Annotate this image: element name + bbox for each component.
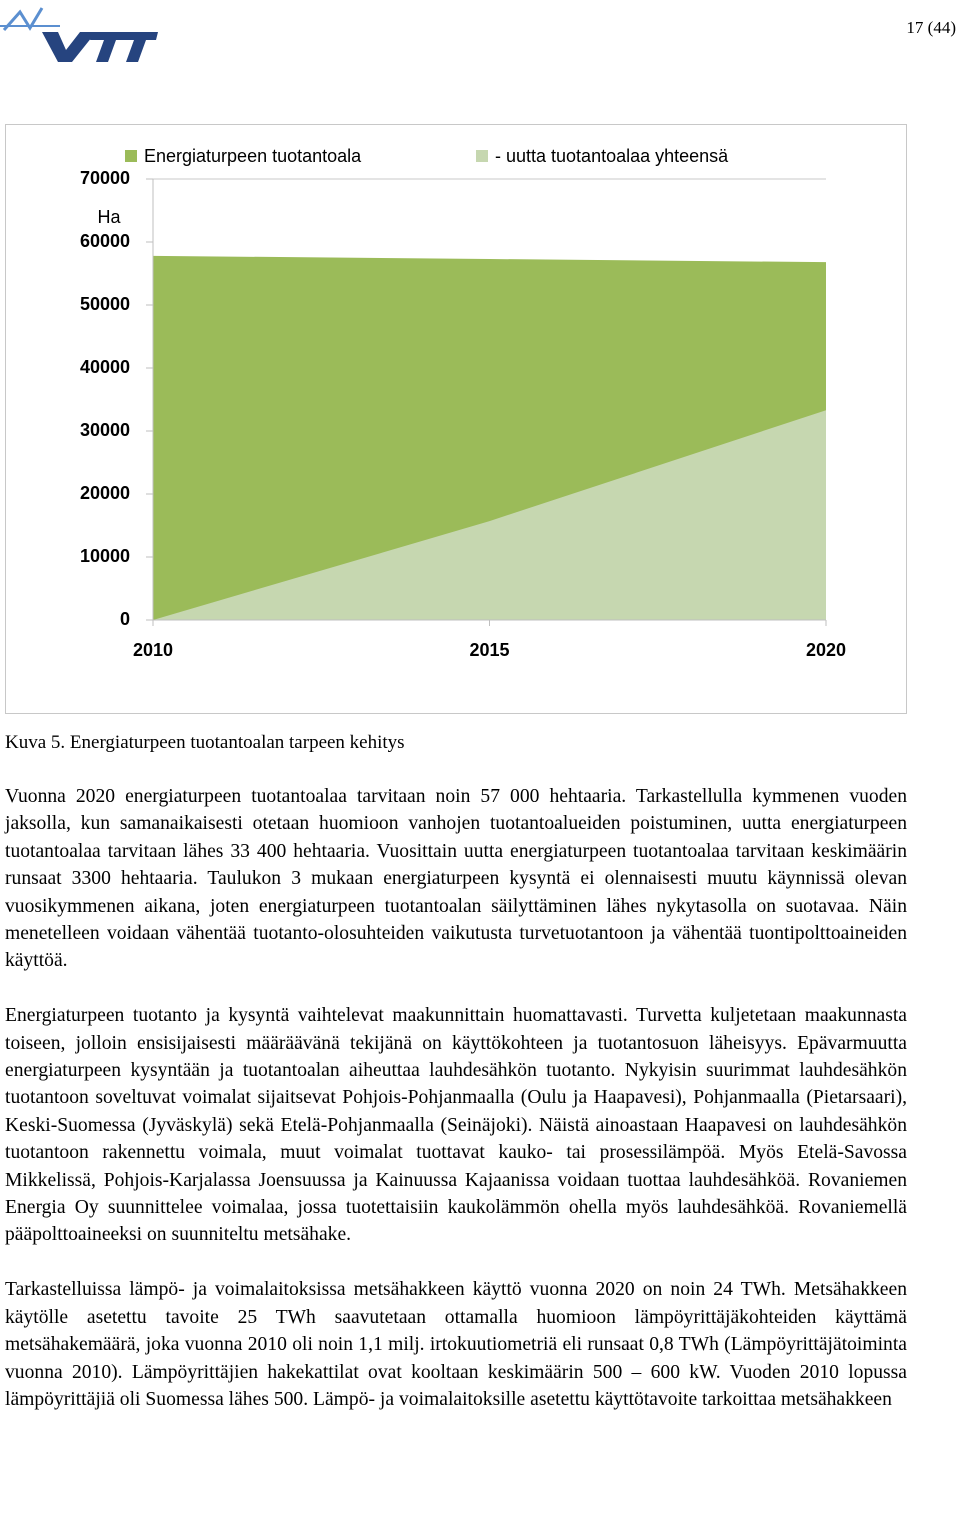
page-number: 17 (44)	[906, 18, 956, 37]
y-tick-label: 50000	[80, 294, 130, 314]
paragraph: Vuonna 2020 energiaturpeen tuotantoalaa …	[5, 786, 907, 972]
legend-label: - uutta tuotantoalaa yhteensä	[495, 146, 729, 166]
logo-t1	[90, 32, 128, 62]
y-tick-label: 40000	[80, 357, 130, 377]
y-tick-label: 70000	[80, 168, 130, 188]
body-text: Vuonna 2020 energiaturpeen tuotantoalaa …	[5, 783, 907, 1441]
legend-swatch	[476, 150, 488, 162]
y-axis-title: Ha	[97, 207, 121, 227]
chart-frame: Ha 0 10000 20000 30000 40000 50000 60000 70000 2…	[5, 124, 907, 714]
figure-caption: Kuva 5. Energiaturpeen tuotantoalan tarp…	[5, 732, 405, 753]
logo-v	[42, 32, 96, 62]
area	[153, 410, 826, 620]
legend-label: Energiaturpeen tuotantoala	[144, 146, 362, 166]
paragraph: Energiaturpeen tuotanto ja kysyntä vaiht…	[5, 1005, 907, 1246]
paragraph: Tarkastelluissa lämpö- ja voimalaitoksis…	[5, 1279, 907, 1410]
chart: Ha 0 10000 20000 30000 40000 50000 60000 70000 2…	[80, 146, 846, 660]
y-tick-label: 10000	[80, 546, 130, 566]
x-tick-label: 2015	[469, 640, 509, 660]
logo-swoosh	[2, 7, 44, 31]
y-tick-label: 20000	[80, 483, 130, 503]
y-tick-label: 60000	[80, 231, 130, 251]
y-tick-label: 0	[120, 609, 130, 629]
legend-swatch	[125, 150, 137, 162]
x-tick-label: 2010	[133, 640, 173, 660]
logo-t2	[120, 32, 158, 62]
logo	[0, 7, 158, 62]
y-tick-label: 30000	[80, 420, 130, 440]
x-tick-label: 2020	[806, 640, 846, 660]
